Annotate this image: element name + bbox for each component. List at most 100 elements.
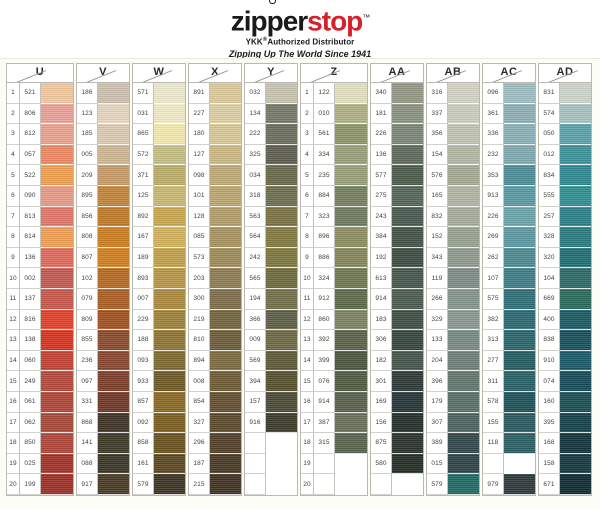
color-row[interactable]: 2227 — [189, 103, 241, 125]
color-row[interactable]: 20579 — [133, 474, 185, 495]
color-row[interactable]: 11300 — [189, 288, 241, 310]
color-swatch[interactable] — [41, 453, 73, 475]
color-swatch[interactable] — [504, 330, 535, 351]
color-swatch[interactable] — [448, 124, 479, 145]
color-swatch[interactable] — [41, 227, 73, 248]
color-row[interactable]: 5098 — [189, 165, 241, 186]
color-swatch[interactable] — [504, 412, 535, 434]
color-row[interactable]: 13133 — [427, 330, 479, 351]
color-row[interactable]: 7892 — [133, 206, 185, 228]
color-row[interactable]: 12382 — [483, 309, 535, 331]
color-row[interactable]: 15008 — [189, 371, 241, 392]
color-swatch[interactable] — [560, 103, 591, 125]
color-swatch[interactable] — [210, 371, 241, 392]
color-row[interactable]: 9192 — [371, 247, 423, 269]
color-swatch[interactable] — [335, 144, 367, 166]
color-row[interactable]: 13855 — [77, 330, 129, 351]
color-swatch[interactable] — [448, 433, 479, 454]
color-row[interactable]: 10203 — [189, 268, 241, 289]
color-swatch[interactable] — [448, 309, 479, 331]
color-row[interactable]: 2123 — [77, 103, 129, 125]
color-swatch[interactable] — [335, 103, 367, 125]
color-swatch[interactable] — [392, 309, 423, 331]
color-row[interactable]: 16169 — [371, 391, 423, 413]
color-row[interactable]: 10 324 — [301, 268, 367, 289]
color-swatch[interactable] — [392, 206, 423, 228]
color-row[interactable]: 17155 — [483, 412, 535, 434]
color-row[interactable]: 10102 — [77, 268, 129, 289]
color-row[interactable]: 18168 — [539, 433, 591, 454]
color-swatch[interactable] — [98, 206, 129, 228]
color-swatch[interactable] — [504, 453, 535, 475]
color-swatch[interactable] — [448, 103, 479, 125]
color-swatch[interactable] — [266, 350, 297, 372]
color-row[interactable]: 1891 — [189, 83, 241, 104]
color-row[interactable]: 20671 — [539, 474, 591, 495]
color-row[interactable]: 12366 — [245, 309, 297, 331]
color-row[interactable]: 3 561 — [301, 124, 367, 145]
color-swatch[interactable] — [560, 227, 591, 248]
color-swatch[interactable] — [154, 330, 185, 351]
color-row[interactable]: 20215 — [189, 474, 241, 495]
color-row[interactable]: 13313 — [483, 330, 535, 351]
color-swatch[interactable] — [98, 165, 129, 186]
color-swatch[interactable] — [266, 371, 297, 392]
color-swatch[interactable] — [210, 227, 241, 248]
color-row[interactable]: 3 812 — [7, 124, 73, 145]
color-row[interactable]: 7 813 — [7, 206, 73, 228]
color-row[interactable]: 7226 — [483, 206, 535, 228]
color-row[interactable]: 14 060 — [7, 350, 73, 372]
color-row[interactable]: 2574 — [539, 103, 591, 125]
color-row[interactable]: 8328 — [539, 227, 591, 248]
color-swatch[interactable] — [504, 165, 535, 186]
color-swatch[interactable] — [335, 371, 367, 392]
color-swatch[interactable] — [504, 185, 535, 207]
color-swatch[interactable] — [210, 268, 241, 289]
color-row[interactable]: 20579 — [427, 474, 479, 495]
color-swatch[interactable] — [392, 124, 423, 145]
color-swatch[interactable] — [392, 371, 423, 392]
color-swatch[interactable] — [210, 474, 241, 495]
color-swatch[interactable] — [335, 330, 367, 351]
color-row[interactable]: 10 002 — [7, 268, 73, 289]
color-row[interactable]: 9189 — [133, 247, 185, 269]
color-swatch[interactable] — [266, 124, 297, 145]
color-row[interactable]: 1571 — [133, 83, 185, 104]
color-row[interactable]: 1096 — [483, 83, 535, 104]
color-swatch[interactable] — [210, 144, 241, 166]
color-swatch[interactable] — [210, 350, 241, 372]
color-row[interactable]: 13009 — [245, 330, 297, 351]
color-swatch[interactable] — [392, 453, 423, 475]
color-swatch[interactable] — [335, 206, 367, 228]
color-swatch[interactable] — [560, 288, 591, 310]
color-swatch[interactable] — [98, 124, 129, 145]
color-row[interactable]: 4 057 — [7, 144, 73, 166]
color-swatch[interactable] — [448, 268, 479, 289]
color-row[interactable]: 8167 — [133, 227, 185, 248]
color-row[interactable]: 9 136 — [7, 247, 73, 269]
color-swatch[interactable] — [266, 433, 297, 454]
color-swatch[interactable] — [335, 268, 367, 289]
color-swatch[interactable] — [266, 453, 297, 475]
color-swatch[interactable] — [504, 144, 535, 166]
color-row[interactable]: 18141 — [77, 433, 129, 454]
color-swatch[interactable] — [210, 288, 241, 310]
color-swatch[interactable] — [266, 288, 297, 310]
color-swatch[interactable] — [154, 185, 185, 207]
color-swatch[interactable] — [448, 371, 479, 392]
color-swatch[interactable] — [41, 288, 73, 310]
color-swatch[interactable] — [266, 83, 297, 104]
color-row[interactable]: 11194 — [245, 288, 297, 310]
color-swatch[interactable] — [154, 309, 185, 331]
color-row[interactable]: 5 522 — [7, 165, 73, 186]
color-swatch[interactable] — [560, 309, 591, 331]
color-row[interactable]: 15301 — [371, 371, 423, 392]
color-row[interactable]: 8564 — [245, 227, 297, 248]
color-swatch[interactable] — [448, 165, 479, 186]
color-row[interactable]: 14182 — [371, 350, 423, 372]
color-row[interactable]: 15396 — [427, 371, 479, 392]
